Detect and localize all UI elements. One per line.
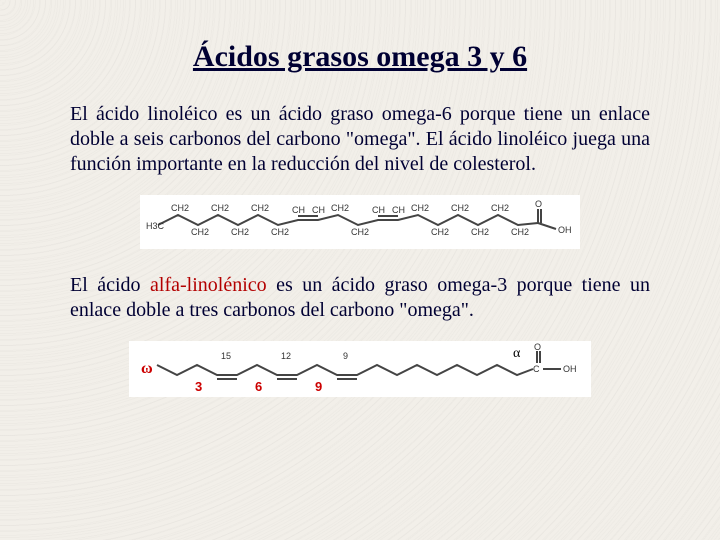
fig2-bot-3: 3 — [195, 379, 202, 394]
fig1-OH: OH — [558, 225, 572, 235]
fig1-ch2-13: CH2 — [491, 203, 509, 213]
fig2-OH: OH — [563, 364, 577, 374]
fig1-ch2-2: CH2 — [191, 227, 209, 237]
fig1-ch2-6: CH2 — [271, 227, 289, 237]
fig1-ch2-10: CH2 — [431, 227, 449, 237]
para2-highlight: alfa-linolénico — [150, 274, 267, 296]
paragraph-1: El ácido linoléico es un ácido graso ome… — [70, 102, 650, 177]
fig1-ch2-5: CH2 — [251, 203, 269, 213]
fig1-ch2-12: CH2 — [471, 227, 489, 237]
slide-page: Ácidos grasos omega 3 y 6 El ácido linol… — [0, 0, 720, 540]
fig2-omega: ω — [141, 360, 153, 377]
fig1-ch2-4: CH2 — [231, 227, 249, 237]
fig2-O: O — [534, 342, 541, 352]
fig2-alpha: α — [513, 346, 521, 361]
fig1-ch2-1: CH2 — [171, 203, 189, 213]
figure-linoleic-acid: H3C CH2 CH2 CH2 CH2 CH2 CH2 CH CH CH2 CH… — [140, 195, 580, 249]
fig1-ch2-14: CH2 — [511, 227, 529, 237]
fig2-bot-9: 9 — [315, 379, 322, 394]
fig1-ch2-9: CH2 — [411, 203, 429, 213]
fig1-ch-d2a: CH — [372, 205, 385, 215]
page-title: Ácidos grasos omega 3 y 6 — [70, 40, 650, 74]
fig2-bot-6: 6 — [255, 379, 262, 394]
fig1-ch2-8: CH2 — [351, 227, 369, 237]
fig1-ch2-3: CH2 — [211, 203, 229, 213]
fig1-ch-d1a: CH — [292, 205, 305, 215]
fig1-ch2-11: CH2 — [451, 203, 469, 213]
figure-alpha-linolenic-acid: ω 15 12 9 3 6 9 α C OH O — [129, 341, 591, 397]
fig1-ch-d1b: CH — [312, 205, 325, 215]
fig1-ch2-7: CH2 — [331, 203, 349, 213]
fig2-top-15: 15 — [221, 351, 231, 361]
paragraph-2: El ácido alfa-linolénico es un ácido gra… — [70, 273, 650, 323]
fig1-h3c: H3C — [146, 221, 165, 231]
fig2-top-12: 12 — [281, 351, 291, 361]
fig1-ch-d2b: CH — [392, 205, 405, 215]
fig2-top-9: 9 — [343, 351, 348, 361]
para2-a: El ácido — [70, 274, 150, 296]
fig1-O: O — [535, 199, 542, 209]
fig2-C: C — [533, 364, 540, 374]
